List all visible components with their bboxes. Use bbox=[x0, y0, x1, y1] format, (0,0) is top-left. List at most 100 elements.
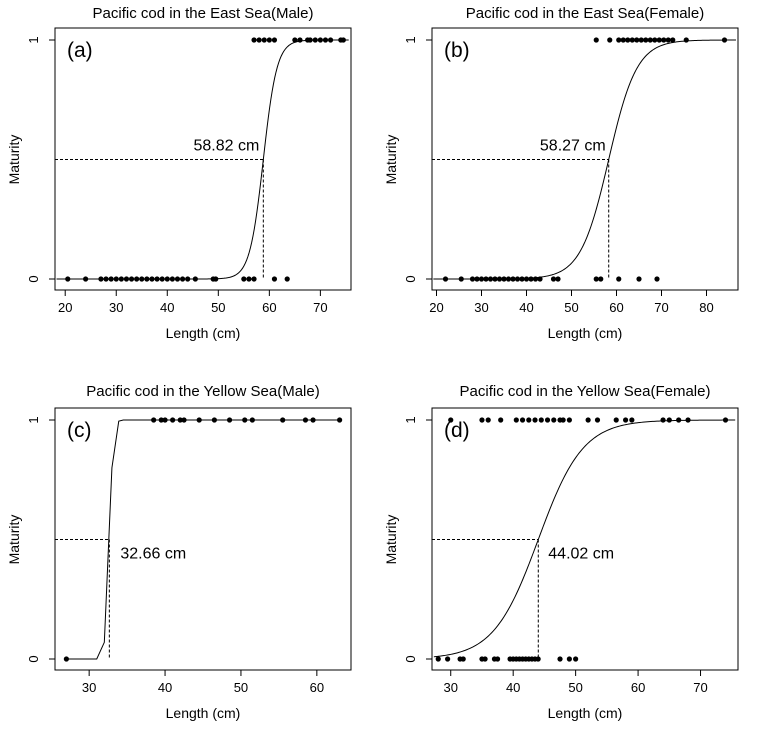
data-point bbox=[514, 276, 521, 282]
l50-annotation: 58.82 cm bbox=[194, 138, 260, 155]
x-tick-label: 30 bbox=[82, 680, 96, 695]
data-point bbox=[485, 417, 491, 423]
chart-title: Pacific cod in the East Sea(Male) bbox=[93, 5, 314, 22]
data-point bbox=[192, 276, 198, 282]
data-point bbox=[505, 276, 512, 282]
data-point bbox=[721, 37, 728, 43]
data-point bbox=[151, 417, 157, 423]
l50-annotation: 58.27 cm bbox=[540, 138, 606, 155]
data-point bbox=[634, 37, 640, 43]
data-point bbox=[636, 276, 642, 282]
data-point bbox=[448, 417, 454, 423]
x-tick-label: 50 bbox=[234, 680, 248, 695]
l50-annotation: 44.02 cm bbox=[548, 546, 614, 563]
y-tick-label: 1 bbox=[26, 36, 41, 43]
x-tick-label: 50 bbox=[211, 300, 225, 315]
data-point bbox=[519, 417, 526, 423]
data-point bbox=[158, 417, 164, 423]
data-point bbox=[616, 276, 622, 282]
data-point bbox=[144, 276, 150, 282]
data-point bbox=[108, 276, 114, 282]
x-tick-label: 50 bbox=[564, 300, 578, 315]
data-point bbox=[261, 37, 267, 43]
data-point bbox=[241, 276, 247, 282]
fitted-curve bbox=[66, 419, 340, 660]
data-point bbox=[65, 276, 71, 282]
data-point bbox=[573, 656, 579, 662]
data-point bbox=[566, 417, 572, 423]
data-point bbox=[213, 276, 219, 282]
x-axis-label: Length (cm) bbox=[166, 705, 241, 721]
data-point bbox=[63, 656, 69, 662]
y-axis-label: Maturity bbox=[383, 135, 399, 185]
data-point bbox=[154, 276, 160, 282]
data-point bbox=[647, 37, 653, 43]
data-point bbox=[523, 276, 530, 282]
data-point bbox=[249, 417, 255, 423]
panel-d-yellow-sea-female: Pacific cod in the Yellow Sea(Female) (d)… bbox=[383, 383, 739, 721]
data-point bbox=[532, 276, 539, 282]
x-tick-label: 40 bbox=[506, 680, 520, 695]
data-point bbox=[622, 417, 629, 423]
data-point bbox=[532, 417, 538, 423]
data-point bbox=[442, 276, 449, 282]
data-point bbox=[607, 37, 613, 43]
data-point bbox=[510, 276, 516, 282]
y-axis-label: Maturity bbox=[383, 515, 399, 565]
data-point bbox=[666, 417, 672, 423]
data-point bbox=[594, 417, 601, 423]
data-point bbox=[555, 276, 561, 282]
data-point bbox=[327, 37, 334, 43]
x-tick-label: 20 bbox=[429, 300, 443, 315]
data-point bbox=[496, 276, 503, 282]
data-point bbox=[460, 656, 466, 662]
data-point bbox=[322, 37, 329, 43]
data-point bbox=[310, 417, 316, 423]
data-point bbox=[271, 276, 278, 282]
data-point bbox=[162, 417, 168, 423]
data-point bbox=[445, 656, 451, 662]
data-point bbox=[458, 276, 464, 282]
data-point bbox=[292, 37, 298, 43]
data-point bbox=[535, 656, 541, 662]
data-point bbox=[685, 417, 691, 423]
data-point bbox=[170, 417, 176, 423]
data-point bbox=[256, 37, 262, 43]
data-point bbox=[159, 276, 165, 282]
y-axis-label: Maturity bbox=[6, 515, 22, 565]
data-point bbox=[181, 417, 187, 423]
data-point bbox=[566, 656, 572, 662]
data-point bbox=[226, 417, 233, 423]
y-tick-label: 1 bbox=[403, 416, 418, 423]
data-point bbox=[494, 656, 501, 662]
data-point bbox=[652, 37, 658, 43]
panel-label: (a) bbox=[67, 39, 93, 62]
data-point bbox=[483, 276, 489, 282]
x-tick-label: 40 bbox=[160, 300, 174, 315]
data-point bbox=[638, 37, 644, 43]
data-point bbox=[513, 417, 519, 423]
data-point bbox=[312, 37, 318, 43]
chart-title: Pacific cod in the Yellow Sea(Female) bbox=[460, 383, 711, 400]
x-tick-label: 50 bbox=[568, 680, 582, 695]
data-point bbox=[487, 276, 494, 282]
x-tick-label: 20 bbox=[58, 300, 72, 315]
data-point bbox=[302, 417, 309, 423]
data-point bbox=[139, 276, 145, 282]
data-point bbox=[544, 417, 551, 423]
data-point bbox=[585, 417, 591, 423]
data-point bbox=[661, 37, 667, 43]
data-point bbox=[501, 276, 507, 282]
data-point bbox=[656, 37, 662, 43]
panel-a-east-sea-male: Pacific cod in the East Sea(Male)(a) 20 30… bbox=[6, 5, 352, 341]
panel-b-east-sea-female: Pacific cod in the East Sea(Female) (b) 20… bbox=[383, 5, 739, 341]
x-axis-label: Length (cm) bbox=[548, 705, 623, 721]
data-point bbox=[478, 276, 485, 282]
data-point bbox=[174, 276, 181, 282]
x-tick-label: 80 bbox=[699, 300, 713, 315]
data-point bbox=[660, 417, 666, 423]
data-point bbox=[670, 37, 676, 43]
data-point bbox=[271, 37, 278, 43]
data-point bbox=[98, 276, 104, 282]
